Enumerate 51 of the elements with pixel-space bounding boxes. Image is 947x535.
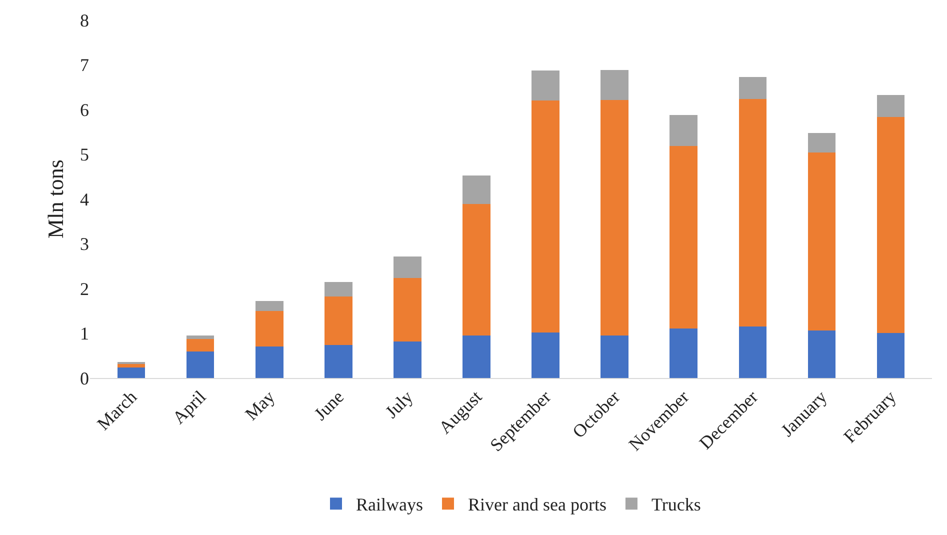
bar [876, 117, 904, 333]
bar [600, 335, 628, 378]
bar [394, 278, 422, 342]
bar [256, 301, 284, 311]
y-tick-label: 6 [80, 100, 89, 120]
bar [876, 95, 904, 118]
bar [186, 352, 214, 378]
bar [532, 332, 560, 378]
bar [600, 70, 628, 100]
legend-label: Railways [356, 494, 423, 515]
bar [462, 176, 490, 204]
y-axis-title: Mln tons [42, 160, 68, 238]
y-tick-label: 7 [80, 55, 89, 76]
bar [600, 100, 628, 336]
bar [738, 98, 766, 327]
y-tick-label: 1 [80, 324, 89, 344]
legend-label: River and sea ports [468, 494, 606, 515]
bar [324, 282, 352, 297]
bar [876, 332, 904, 378]
bar [532, 70, 560, 101]
bar [256, 346, 284, 378]
bar [670, 114, 698, 146]
bar [738, 76, 766, 99]
y-tick-label: 3 [80, 234, 89, 254]
bar [186, 339, 214, 352]
bar [118, 367, 146, 378]
bar [324, 344, 352, 378]
bar [532, 100, 560, 332]
legend-label: Trucks [651, 494, 701, 515]
bar [118, 364, 146, 368]
bar [256, 310, 284, 347]
bar [394, 256, 422, 278]
bar [394, 341, 422, 378]
bar [738, 326, 766, 378]
bar [670, 146, 698, 328]
x-tick-label: June [310, 386, 348, 424]
bar [808, 133, 836, 152]
bar [808, 330, 836, 378]
y-tick-label: 4 [80, 189, 89, 210]
bar [324, 296, 352, 345]
y-tick-label: 5 [80, 144, 89, 165]
bar [462, 204, 490, 336]
bar [670, 328, 698, 378]
x-tick-label: May [241, 386, 279, 424]
y-tick-label: 2 [80, 278, 89, 299]
y-tick-label: 8 [80, 10, 89, 30]
x-tick-label: July [381, 386, 417, 422]
bar [186, 335, 214, 340]
y-tick-label: 0 [80, 368, 89, 388]
bar [462, 335, 490, 378]
bar [808, 152, 836, 331]
